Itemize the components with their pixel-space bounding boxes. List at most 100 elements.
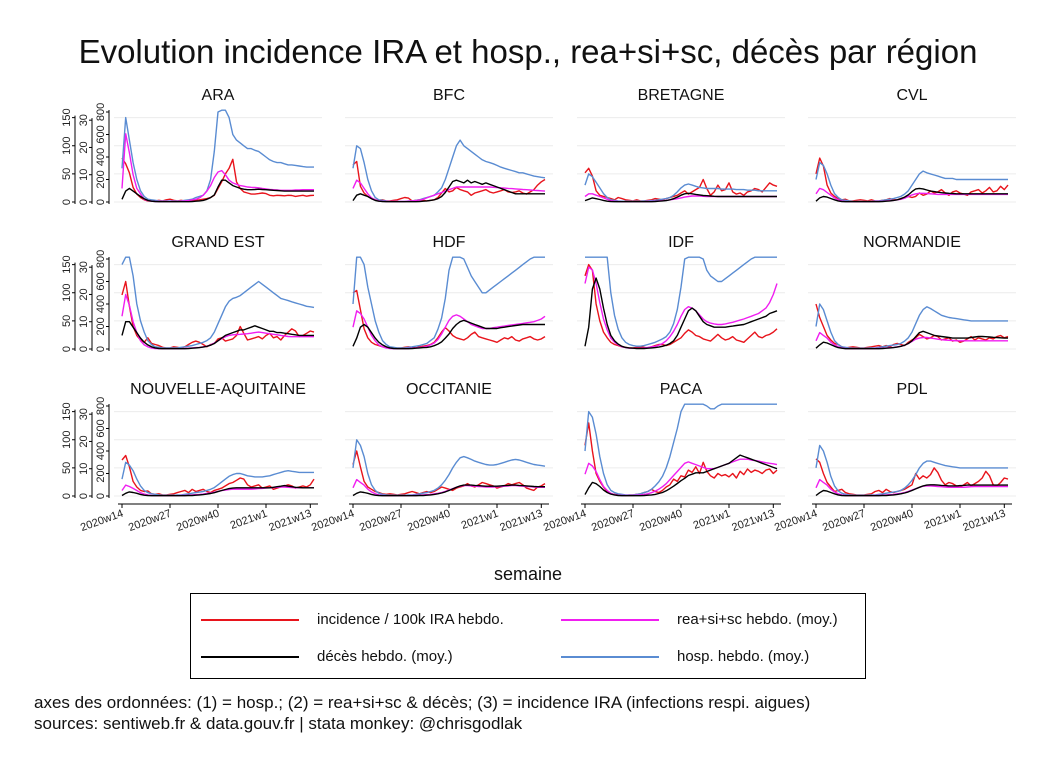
- y-tick-label-y3: 600: [95, 272, 107, 290]
- panel-ara: ARA 0 50 100 150 0 10 20 30 0 200 400 600 800: [61, 87, 322, 205]
- x-tick-label: 2020w14: [79, 508, 125, 535]
- y-tick-label-y3: 0: [95, 493, 107, 499]
- y-tick-label-y3: 0: [95, 346, 107, 352]
- x-tick-label: 2020w40: [406, 508, 452, 535]
- panel-title: NOUVELLE-AQUITAINE: [130, 381, 306, 398]
- x-tick-label: 2021w13: [730, 508, 776, 535]
- y-tick-label-y3: 0: [95, 199, 107, 205]
- y-tick-label-y1: 100: [61, 284, 73, 302]
- panel-title: NORMANDIE: [863, 234, 961, 251]
- panel-title: BFC: [433, 87, 465, 104]
- panel-nouvelle-aquitaine: NOUVELLE-AQUITAINE 0 50 100 150 0 10 20 30 0 200 40…: [61, 381, 322, 534]
- series-line-rea: [815, 478, 1008, 497]
- series-line-incidence: [584, 263, 778, 349]
- y-tick-label-y3: 400: [95, 442, 107, 460]
- series-line-hosp: [121, 461, 314, 496]
- y-tick-label-y2: 0: [78, 199, 90, 205]
- x-tick-label: 2021w13: [498, 508, 544, 535]
- panel-title: BRETAGNE: [638, 87, 725, 104]
- y-tick-label-y1: 0: [61, 346, 73, 352]
- panel-occitanie: OCCITANIE 2020w14 2020w27 2020w40 2021w12021…: [310, 381, 553, 534]
- y-tick-label-y3: 800: [95, 103, 107, 121]
- y-tick-label-y1: 50: [61, 168, 73, 180]
- series-line-hosp: [585, 256, 777, 347]
- y-tick-label-y2: 30: [78, 261, 90, 273]
- series-line-deces: [584, 454, 778, 497]
- series-line-hosp: [815, 444, 1008, 496]
- series-line-hosp: [121, 256, 315, 349]
- x-tick-label: 2021w1: [460, 508, 500, 532]
- series-line-hosp: [815, 303, 1008, 349]
- panel-hdf: HDF: [345, 234, 553, 350]
- y-tick-label-y1: 50: [61, 462, 73, 474]
- y-tick-label-y3: 800: [95, 397, 107, 415]
- y-tick-label-y2: 30: [78, 408, 90, 420]
- series-line-rea: [584, 458, 778, 497]
- x-tick-label: 2020w27: [821, 508, 867, 535]
- series-line-deces: [352, 484, 545, 497]
- series-line-deces: [815, 330, 1008, 350]
- y-tick-label-y1: 100: [61, 431, 73, 449]
- y-tick-label-y1: 0: [61, 493, 73, 499]
- legend-label-hosp: hosp. hebdo. (moy.): [677, 648, 810, 665]
- panel-grand-est: GRAND EST 0 50 100 150 0 10 20 30 0 200 400 600 800: [61, 234, 322, 352]
- x-tick-label: 2021w13: [267, 508, 313, 535]
- y-tick-label-y1: 150: [61, 402, 73, 420]
- x-tick-label: 2020w14: [310, 508, 356, 535]
- panel-title: OCCITANIE: [406, 381, 492, 398]
- series-line-deces: [584, 192, 777, 203]
- series-line-deces: [815, 484, 1008, 497]
- x-tick-label: 2020w27: [127, 508, 173, 535]
- series-line-hosp: [815, 161, 1008, 203]
- x-tick-label: 2021w1: [692, 508, 732, 532]
- chart-title: Evolution incidence IRA et hosp., rea+si…: [79, 33, 978, 70]
- x-tick-label: 2021w1: [923, 508, 963, 532]
- series-line-rea: [352, 179, 546, 203]
- series-line-incidence: [352, 450, 546, 496]
- series-line-deces: [584, 277, 778, 350]
- y-tick-label-y3: 200: [95, 170, 107, 188]
- y-tick-label-y3: 800: [95, 250, 107, 268]
- panel-title: GRAND EST: [171, 234, 265, 251]
- y-tick-label-y2: 20: [78, 288, 90, 300]
- x-tick-label: 2020w27: [590, 508, 636, 535]
- legend-label-deces: décès hebdo. (moy.): [317, 648, 453, 665]
- y-tick-label-y3: 600: [95, 419, 107, 437]
- y-tick-label-y1: 150: [61, 108, 73, 126]
- y-tick-label-y2: 0: [78, 493, 90, 499]
- series-line-incidence: [121, 454, 315, 496]
- series-line-hosp: [584, 403, 777, 496]
- x-tick-label: 2020w40: [869, 508, 915, 535]
- y-tick-label-y3: 400: [95, 295, 107, 313]
- panel-normandie: NORMANDIE: [808, 234, 1016, 350]
- series-line-rea: [584, 266, 778, 349]
- y-tick-label-y2: 30: [78, 114, 90, 126]
- chart-legend: incidence / 100k IRA hebdo. rea+si+sc he…: [190, 593, 866, 679]
- y-tick-label-y2: 10: [78, 316, 90, 328]
- y-tick-label-y2: 20: [78, 141, 90, 153]
- x-tick-label: 2020w27: [358, 508, 404, 535]
- panel-title: PDL: [896, 381, 927, 398]
- legend-label-incidence: incidence / 100k IRA hebdo.: [317, 611, 504, 628]
- x-tick-label: 2020w14: [773, 508, 819, 535]
- panel-bfc: BFC: [345, 87, 553, 203]
- series-line-deces: [121, 321, 314, 350]
- series-line-incidence: [815, 458, 1009, 496]
- series-line-hosp: [121, 109, 314, 202]
- x-axis-title: semaine: [494, 564, 562, 584]
- y-tick-label-y1: 0: [61, 199, 73, 205]
- panel-title: IDF: [668, 234, 694, 251]
- series-line-deces: [121, 179, 314, 203]
- y-tick-label-y2: 10: [78, 169, 90, 181]
- legend-swatch-incidence: [201, 619, 299, 621]
- series-line-hosp: [352, 439, 546, 496]
- y-tick-label-y3: 200: [95, 317, 107, 335]
- y-tick-label-y2: 10: [78, 463, 90, 475]
- panel-bretagne: BRETAGNE: [577, 87, 785, 203]
- legend-label-rea: rea+si+sc hebdo. (moy.): [677, 611, 838, 628]
- x-tick-label: 2020w40: [175, 508, 221, 535]
